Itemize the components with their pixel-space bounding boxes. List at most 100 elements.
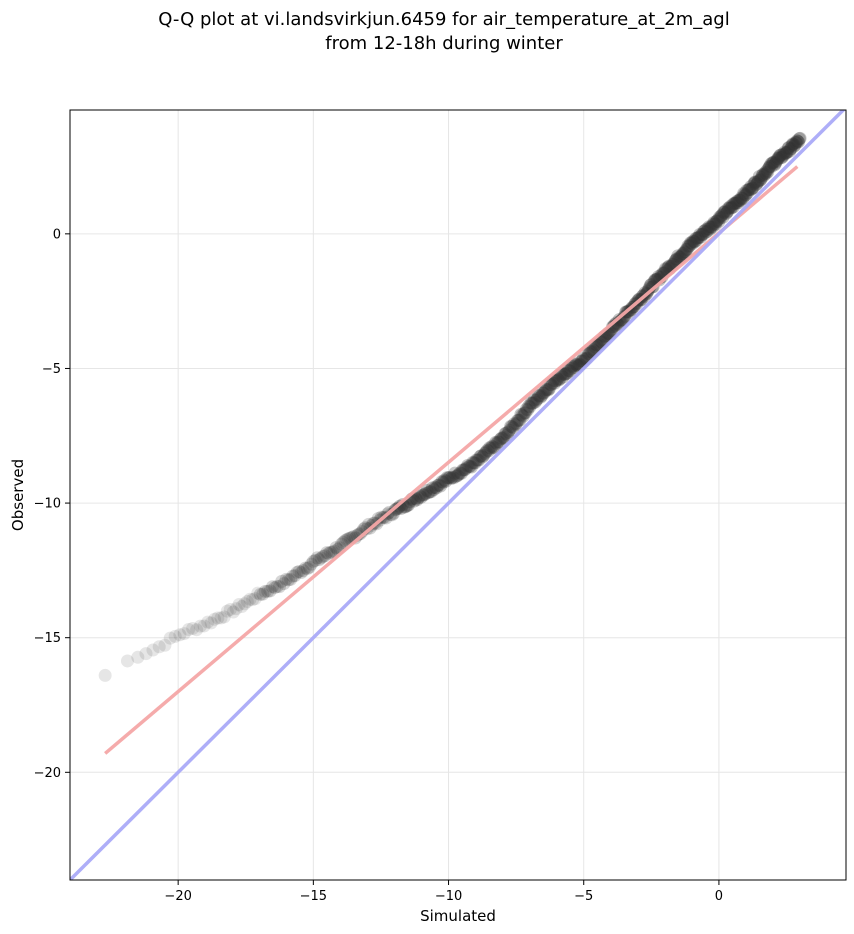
data-point [511,413,525,427]
data-point [562,364,576,378]
data-point [789,136,803,150]
data-point [771,152,785,166]
data-point [316,550,330,564]
data-point [253,587,267,601]
data-point [538,384,552,398]
data-point [487,441,501,455]
data-point [475,450,489,464]
data-point [566,359,580,373]
data-point [672,250,686,264]
data-point [710,214,724,228]
data-point [483,441,497,455]
data-point [492,435,506,449]
data-point [581,346,595,360]
data-point [593,335,607,349]
data-point [759,166,773,180]
plot-frame [69,109,847,881]
data-point [728,197,742,211]
data-point [753,173,767,187]
x-tick-label: −10 [435,889,462,904]
data-point [770,153,784,167]
data-point [308,553,322,567]
data-point [567,361,581,375]
data-point [423,485,437,499]
data-point [763,159,777,173]
data-point [432,478,446,492]
data-point [681,239,695,253]
data-point [500,428,514,442]
data-point [353,527,367,541]
data-point [304,557,318,571]
data-point [201,615,215,629]
data-point [731,196,745,210]
data-point [711,213,725,227]
data-point [428,480,442,494]
data-point [256,587,270,601]
data-point [751,175,765,189]
data-point [384,508,398,522]
data-point [477,448,491,462]
y-axis-ticks: 0 −5 −10 −15 −20 [34,227,70,781]
data-point [509,416,523,430]
data-point [457,463,471,477]
data-point [516,409,530,423]
data-point [659,262,673,276]
data-point [340,533,354,547]
data-point [723,200,737,214]
data-point [495,431,509,445]
data-point [764,157,778,171]
data-point [742,182,756,196]
data-point [478,446,492,460]
data-point [473,449,487,463]
data-point [792,135,806,149]
data-point [98,668,112,682]
data-point [732,193,746,207]
chart-title-line-2: from 12-18h during winter [325,33,563,54]
data-point [564,362,578,376]
data-point [220,604,234,618]
data-point [730,196,744,210]
data-point [482,444,496,458]
data-point [680,242,694,256]
data-point [515,408,529,422]
data-point [277,577,291,591]
data-point [468,456,482,470]
data-point [520,402,534,416]
data-point [501,425,515,439]
data-point [708,217,722,231]
data-point [427,483,441,497]
data-point [396,498,410,512]
data-point [792,132,806,146]
data-point [168,629,182,643]
data-point [685,237,699,251]
data-point [739,188,753,202]
x-axis-label: Simulated [420,907,496,925]
data-point [306,554,320,568]
data-point [298,561,312,575]
data-point [402,498,416,512]
data-point [497,430,511,444]
data-point [774,148,788,162]
data-point [324,545,338,559]
data-point [532,388,546,402]
data-point [336,535,350,549]
data-point [513,413,527,427]
data-point [713,211,727,225]
data-point [314,551,328,565]
data-point [454,466,468,480]
x-tick-label: 0 [715,889,723,904]
data-point [437,473,451,487]
data-point [292,564,306,578]
data-point [776,147,790,161]
data-point [769,155,783,169]
data-point [642,283,656,297]
data-point [780,145,794,159]
data-point [325,545,339,559]
data-point [463,459,477,473]
data-point [266,580,280,594]
data-point [755,168,769,182]
data-point [518,406,532,420]
data-point [683,238,697,252]
data-point [734,191,748,205]
